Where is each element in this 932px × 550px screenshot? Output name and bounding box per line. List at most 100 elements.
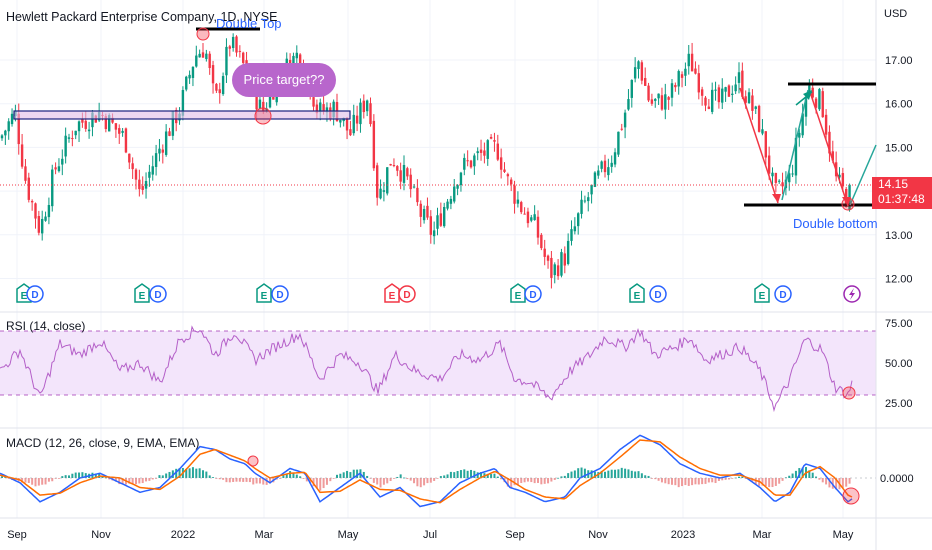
candle-body: [687, 53, 690, 67]
currency-label[interactable]: USD: [884, 8, 908, 20]
candle-body: [684, 68, 687, 76]
macd-histogram-bar: [563, 475, 566, 478]
dividend-marker[interactable]: D: [774, 285, 792, 303]
candle-body: [158, 148, 161, 154]
macd-histogram-bar: [764, 478, 767, 486]
candle-body: [660, 95, 664, 110]
dividend-marker[interactable]: D: [149, 285, 167, 303]
dividend-marker[interactable]: D: [524, 285, 542, 303]
candle-body: [513, 185, 516, 204]
macd-histogram-bar: [557, 477, 560, 479]
candle-body: [647, 85, 650, 101]
candle-body: [754, 106, 757, 109]
macd-histogram-bar: [547, 478, 550, 484]
candle-body: [520, 202, 523, 213]
macd-histogram-bar: [423, 478, 426, 486]
macd-histogram-bar: [84, 473, 87, 478]
dividend-marker[interactable]: D: [271, 285, 289, 303]
macd-histogram-bar: [681, 478, 684, 487]
candle-body: [781, 182, 784, 187]
candle-body: [751, 95, 754, 111]
macd-histogram-bar: [660, 478, 663, 483]
candle-body: [114, 123, 118, 130]
price-tick-label: 12.00: [885, 274, 913, 286]
macd-histogram-bar: [386, 478, 389, 484]
macd-histogram-bar: [114, 478, 117, 482]
macd-histogram-bar: [282, 475, 285, 478]
candle-body: [486, 140, 489, 159]
candle-body: [644, 78, 647, 86]
candle-body: [828, 131, 831, 154]
macd-histogram-bar: [470, 469, 472, 478]
macd-histogram-bar: [463, 469, 466, 478]
macd-histogram-bar: [27, 478, 30, 483]
candle-body: [349, 129, 352, 136]
time-tick-label: Nov: [91, 529, 111, 541]
candle-body: [376, 165, 379, 198]
macd-histogram-bar: [768, 478, 771, 488]
macd-tick-label: 0.0000: [880, 473, 914, 485]
arrow-head-3: [803, 90, 812, 100]
macd-histogram-bar: [171, 470, 174, 478]
macd-histogram-bar: [818, 478, 821, 480]
earnings-marker[interactable]: E: [256, 283, 272, 303]
macd-histogram-bar: [614, 469, 617, 478]
rsi-title[interactable]: RSI (14, close): [6, 319, 86, 333]
candle-body: [191, 66, 195, 78]
up-arrow-3: [849, 144, 877, 206]
macd-histogram-bar: [480, 472, 483, 478]
candle-body: [121, 130, 124, 133]
candle-body: [489, 136, 493, 139]
candle-body: [144, 180, 148, 189]
candle-body: [694, 68, 697, 74]
dividend-icon: [524, 285, 542, 303]
candle-body: [215, 83, 218, 91]
candle-body: [473, 155, 476, 167]
macd-histogram-bar: [74, 472, 77, 478]
macd-histogram-bar: [68, 475, 70, 478]
dividend-marker[interactable]: D: [649, 285, 667, 303]
candle-body: [737, 72, 741, 83]
dividend-marker[interactable]: D: [398, 285, 416, 303]
earnings-marker[interactable]: E: [629, 283, 645, 303]
macd-title[interactable]: MACD (12, 26, close, 9, EMA, EMA): [6, 436, 200, 450]
dividend-marker[interactable]: D: [26, 285, 44, 303]
candle-body: [389, 163, 392, 166]
macd-histogram-bar: [577, 468, 580, 478]
macd-histogram-bar: [560, 476, 563, 478]
resistance-zone[interactable]: [13, 110, 351, 120]
macd-histogram-bar: [161, 475, 164, 478]
macd-histogram-bar: [650, 478, 653, 479]
candle-body: [30, 201, 34, 203]
candle-body: [603, 160, 607, 173]
macd-histogram-bar: [61, 476, 64, 478]
earnings-marker[interactable]: E: [384, 283, 400, 303]
macd-histogram-bar: [191, 467, 194, 478]
earnings-marker[interactable]: E: [510, 283, 526, 303]
macd-histogram-bar: [637, 471, 640, 478]
candle-body: [587, 197, 590, 202]
earnings-marker[interactable]: E: [754, 283, 770, 303]
rsi-tick-label: 50.00: [885, 358, 913, 370]
candle-body: [228, 46, 231, 49]
candle-body: [238, 50, 242, 52]
event-flash-marker[interactable]: [843, 285, 861, 303]
macd-histogram-bar: [634, 471, 637, 478]
macd-histogram-bar: [4, 476, 7, 478]
candle-body: [700, 89, 704, 96]
macd-histogram-bar: [81, 472, 84, 478]
macd-histogram-bar: [165, 473, 168, 478]
earnings-letter: E: [21, 291, 28, 302]
macd-histogram-bar: [24, 478, 27, 483]
candle-body: [526, 211, 530, 224]
candle-body: [466, 160, 469, 162]
macd-histogram-bar: [195, 468, 198, 478]
macd-histogram-bar: [724, 478, 727, 480]
price-tick-label: 16.00: [885, 99, 913, 111]
candle-body: [627, 99, 630, 110]
dividend-letter: D: [654, 290, 661, 301]
earnings-marker[interactable]: E: [134, 283, 150, 303]
macd-histogram-bar: [289, 471, 292, 478]
